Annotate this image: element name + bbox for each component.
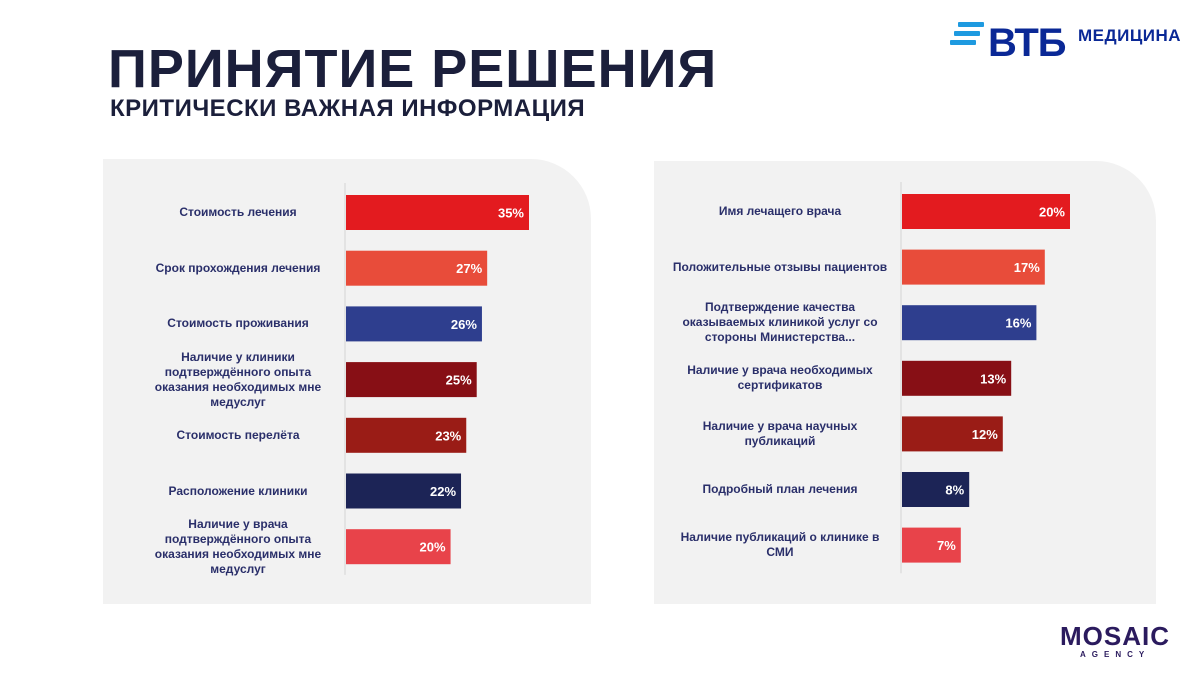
bar (346, 362, 477, 398)
bar (902, 472, 970, 507)
bar-value-label: 16% (1005, 316, 1031, 331)
vtb-stripes-icon (950, 22, 984, 48)
category-label: Стоимость лечения (179, 205, 297, 219)
bar-value-label: 26% (451, 317, 477, 332)
bar (346, 306, 482, 342)
bar (902, 305, 1037, 341)
bar-value-label: 17% (1014, 260, 1040, 275)
category-label: Подробный план лечения (702, 482, 858, 496)
category-label: Наличие у врача необходимых сертификатов (687, 363, 873, 393)
category-label: Срок прохождения лечения (155, 260, 321, 275)
bar-value-label: 12% (972, 427, 998, 442)
bar-value-label: 25% (446, 373, 472, 388)
category-label: Наличие публикаций о клинике в СМИ (680, 530, 880, 560)
chart-panel-left: 35% 27% 26% 25% 23% 22% 20% Стоимость лечения С… (103, 159, 591, 604)
category-label: Расположение клиники (168, 483, 308, 498)
bar (346, 473, 462, 509)
bar-value-label: 20% (1039, 205, 1065, 220)
bar-value-label: 35% (498, 206, 524, 221)
bar-value-label: 8% (945, 483, 964, 498)
vtb-logo-word: ВТБ (988, 21, 1067, 65)
vtb-medicina-logo: ВТБ МЕДИЦИНА (950, 18, 1182, 68)
bar-chart-left: 35% 27% 26% 25% 23% 22% 20% (344, 183, 529, 575)
bar (902, 416, 1003, 452)
bar-value-label: 7% (937, 538, 956, 553)
bar (346, 529, 451, 565)
category-label: Положительные отзывы пациентов (672, 259, 888, 274)
bar (346, 417, 467, 453)
bar (902, 360, 1012, 396)
category-label: Имя лечащего врача (718, 204, 842, 218)
bar (902, 527, 961, 563)
page-subtitle: КРИТИЧЕСКИ ВАЖНАЯ ИНФОРМАЦИЯ (110, 95, 586, 122)
bar (902, 194, 1070, 229)
mosaic-agency-logo: MOSAIC AGENCY (1060, 622, 1170, 662)
mosaic-logo-sub: AGENCY (1080, 650, 1151, 659)
page-title: ПРИНЯТИЕ РЕШЕНИЯ (108, 39, 718, 99)
bar (902, 249, 1045, 285)
category-label: Стоимость проживания (167, 316, 309, 331)
bar-value-label: 27% (456, 261, 482, 276)
category-label: Наличие у врача научных публикаций (702, 418, 858, 448)
bar-value-label: 20% (420, 540, 446, 555)
bar (346, 195, 529, 230)
category-label: Наличие у клиники подтверждённого опыта … (154, 349, 322, 409)
mosaic-logo-word: MOSAIC (1060, 621, 1170, 651)
bar-value-label: 22% (430, 484, 456, 499)
category-label: Стоимость перелёта (176, 427, 300, 442)
bar (346, 250, 488, 286)
category-label: Наличие у врача подтверждённого опыта ок… (154, 516, 322, 576)
bar-chart-right: 20% 17% 16% 13% 12% 8% 7% (900, 182, 1070, 574)
bar-value-label: 23% (435, 428, 461, 443)
vtb-logo-suffix: МЕДИЦИНА (1078, 26, 1182, 45)
chart-panel-right: 20% 17% 16% 13% 12% 8% 7% Имя лечащего врача По… (654, 161, 1156, 604)
bar-value-label: 13% (980, 371, 1006, 386)
category-label: Подтверждение качества оказываемых клини… (682, 300, 878, 345)
